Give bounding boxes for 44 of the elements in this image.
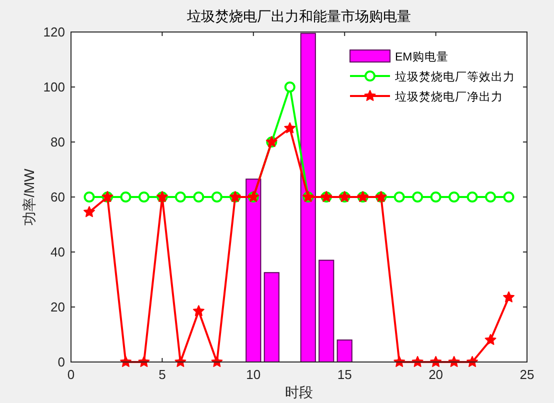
point (430, 192, 442, 202)
x-tick-label: 15 (337, 367, 352, 382)
point (193, 192, 204, 202)
point (503, 192, 514, 202)
y-tick-label: 20 (50, 300, 65, 314)
legend-label: EM购电量 (395, 50, 448, 64)
bar (300, 32, 316, 362)
y-tick-label: 0 (58, 354, 65, 370)
bar (336, 340, 352, 362)
x-tick-label: 0 (67, 367, 75, 382)
point (466, 192, 478, 202)
bar (318, 260, 334, 362)
x-tick-label: 5 (158, 367, 166, 382)
point (430, 356, 442, 367)
legend-label: 垃圾焚烧电厂等效出力 (394, 70, 515, 84)
point (120, 192, 132, 202)
point (192, 305, 204, 316)
point (394, 192, 405, 202)
y-tick-label: 120 (43, 24, 65, 40)
bar (264, 272, 280, 362)
point (503, 291, 514, 302)
point (412, 192, 424, 202)
x-tick-label: 25 (520, 367, 534, 382)
bar (246, 178, 262, 362)
x-axis-title: 时段 (285, 384, 313, 400)
point (84, 192, 95, 202)
y-tick-label: 100 (43, 80, 65, 94)
x-tick-label: 10 (246, 367, 261, 382)
point (284, 122, 296, 134)
point (284, 82, 296, 92)
point (485, 192, 496, 202)
point (138, 192, 150, 202)
y-tick-label: 80 (50, 134, 65, 150)
legend-label: 垃圾焚烧电厂净出力 (394, 90, 503, 104)
y-tick-label: 60 (50, 190, 65, 204)
chart-title: 垃圾焚烧电厂出力和能量市场购电量 (186, 8, 411, 24)
point (174, 192, 186, 202)
y-tick-label: 40 (50, 244, 65, 260)
x-tick-label: 20 (428, 367, 444, 382)
point (484, 334, 496, 345)
y-axis-title: 功率/MW (21, 168, 37, 226)
point (84, 206, 95, 218)
point (448, 192, 460, 202)
point (211, 192, 222, 202)
